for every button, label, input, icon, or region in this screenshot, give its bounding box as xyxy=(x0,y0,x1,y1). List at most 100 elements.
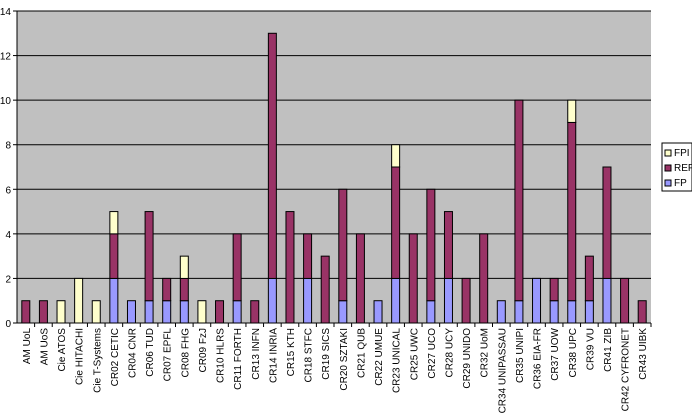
bar-segment-rep xyxy=(408,233,418,324)
bar-segment-fp xyxy=(109,277,119,324)
bar-segment-fp xyxy=(126,300,136,324)
plot-area xyxy=(17,11,651,323)
x-category-label: CR04 CNR xyxy=(127,328,138,378)
x-category-label: Cie T-Systems xyxy=(92,328,103,393)
x-category-label: CR06 TUD xyxy=(145,328,156,377)
bar-segment-fpi xyxy=(109,211,119,235)
bar-segment-fp xyxy=(373,300,383,324)
x-category-label: AM UoS xyxy=(39,328,50,366)
x-category-label: CR09 FzJ xyxy=(198,328,209,372)
bar-segment-rep xyxy=(426,188,436,302)
x-category-label: CR39 VU xyxy=(585,328,596,370)
bar-segment-rep xyxy=(355,233,365,324)
bar-segment-rep xyxy=(549,277,559,302)
bar-segment-fp xyxy=(549,300,559,324)
bar-segment-fpi xyxy=(567,99,577,123)
x-category-label: CR23 UNICAL xyxy=(392,328,403,393)
bar-segment-fpi xyxy=(56,300,66,324)
bar-segment-rep xyxy=(584,255,594,302)
bar-segment-fp xyxy=(584,300,594,324)
bar-segment-rep xyxy=(250,300,260,324)
bar-segment-fpi xyxy=(197,300,207,324)
bar-segment-fp xyxy=(303,277,313,324)
bar-segment-rep xyxy=(285,211,295,324)
bar-segment-fp xyxy=(162,300,172,324)
x-category-label: CR07 EPFL xyxy=(163,328,174,382)
y-axis-tick-labels: 0 2 4 6 8 10 12 14 xyxy=(0,7,11,330)
x-category-label: CR32 UoM xyxy=(480,328,491,377)
legend-label-fp: FP xyxy=(674,178,687,189)
bar-segment-rep xyxy=(391,166,401,279)
bar-segment-rep xyxy=(479,233,489,324)
x-category-label: CR18 STFC xyxy=(304,328,315,382)
y-tick-label: 8 xyxy=(5,141,11,152)
bar-segment-fpi xyxy=(179,255,189,279)
x-category-label: CR11 FORTH xyxy=(233,328,244,390)
bar-segment-fp xyxy=(602,277,612,324)
bar-segment-rep xyxy=(637,300,647,324)
y-tick-label: 12 xyxy=(0,52,11,63)
x-category-label: CR13 INFN xyxy=(251,328,262,380)
bar-segment-rep xyxy=(109,233,119,279)
bar-segment-fp xyxy=(391,277,401,324)
x-category-label: CR27 UCO xyxy=(427,328,438,379)
x-category-label: CR10 HLRS xyxy=(216,328,227,383)
x-category-label: CR19 SICS xyxy=(321,328,332,380)
bar-segment-fp xyxy=(179,300,189,324)
bar-segment-rep xyxy=(620,277,630,324)
x-category-label: CR08 FHG xyxy=(180,328,191,378)
x-category-label: Cie ATOS xyxy=(57,328,68,372)
y-tick-label: 2 xyxy=(5,274,11,285)
bar-segment-rep xyxy=(232,233,242,302)
y-tick-label: 10 xyxy=(0,96,11,107)
x-category-label: CR14 INRIA xyxy=(268,328,279,383)
x-category-label: CR28 UCY xyxy=(444,328,455,378)
bar-segment-fp xyxy=(426,300,436,324)
gridlines xyxy=(13,10,651,324)
x-category-label: CR35 UNIPI xyxy=(515,328,526,383)
legend-label-rep: REP xyxy=(674,163,692,174)
x-category-label: CR37 UOW xyxy=(550,327,561,380)
bar-segment-fp xyxy=(496,300,506,324)
x-category-label: CR15 KTH xyxy=(286,328,297,376)
bar-segment-rep xyxy=(567,121,577,302)
bar-segment-fp xyxy=(232,300,242,324)
bar-segment-fp xyxy=(532,277,542,324)
bar-segment-fp xyxy=(514,300,524,324)
bar-segment-fpi xyxy=(391,144,401,168)
y-tick-label: 0 xyxy=(5,319,11,330)
bar-segment-rep xyxy=(338,188,348,302)
x-category-label: CR20 SZTAKI xyxy=(339,328,350,391)
bar-segment-rep xyxy=(303,233,313,279)
y-tick-label: 14 xyxy=(0,7,11,18)
bar-segment-rep xyxy=(514,99,524,302)
bar-segment-rep xyxy=(162,277,172,302)
x-category-label: CR38 UPC xyxy=(568,328,579,377)
x-category-label: CR42 CYFRONET xyxy=(621,328,632,411)
bar-segment-rep xyxy=(179,277,189,302)
bar-segment-fp xyxy=(567,300,577,324)
legend-swatch-rep xyxy=(664,164,672,172)
x-category-label: AM UoL xyxy=(22,328,33,365)
bar-segment-rep xyxy=(144,211,154,302)
x-category-label: CR36 EIA-FR xyxy=(533,328,544,389)
x-category-label: CR25 UWC xyxy=(409,328,420,380)
bar-segment-fp xyxy=(267,277,277,324)
bar-segment-rep xyxy=(602,166,612,279)
legend-label-fpi: FPI xyxy=(674,148,690,159)
x-category-label: Cie HITACHI xyxy=(75,328,86,385)
bar-segment-rep xyxy=(320,255,330,324)
x-category-label: CR41 ZIB xyxy=(603,328,614,372)
bar-segment-fp xyxy=(338,300,348,324)
y-tick-label: 6 xyxy=(5,185,11,196)
x-category-label: CR34 UNIPASSAU xyxy=(497,328,508,413)
x-category-label: CR21 QUB xyxy=(356,328,367,378)
bar-segment-fpi xyxy=(74,277,84,324)
x-category-label: CR29 UNIDO xyxy=(462,328,473,389)
bar-segment-rep xyxy=(21,300,31,324)
x-category-label: CR02 CETIC xyxy=(110,328,121,386)
bar-segment-rep xyxy=(443,211,453,279)
legend: FPI REP FP xyxy=(661,142,692,192)
y-tick-label: 4 xyxy=(5,230,11,241)
